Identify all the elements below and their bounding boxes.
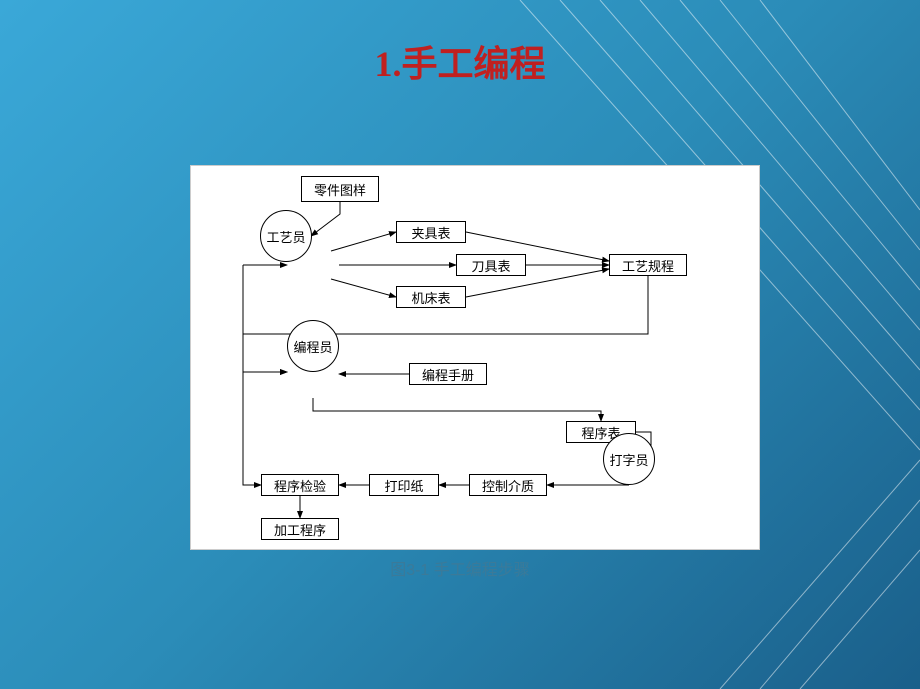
node-machine: 机床表	[396, 286, 466, 308]
title-number: 1.	[374, 44, 401, 84]
node-verify: 程序检验	[261, 474, 339, 496]
title-text: 手工编程	[401, 44, 545, 84]
node-coder: 编程员	[287, 320, 339, 372]
flowchart-container: 零件图样工艺员夹具表刀具表机床表工艺规程编程员编程手册程序表打字员控制介质打印纸…	[190, 165, 760, 550]
figure-caption: 图3-1 手工编程步骤	[0, 556, 920, 580]
node-typist: 打字员	[603, 433, 655, 485]
page-title: 1.手工编程	[0, 0, 920, 87]
node-tool: 刀具表	[456, 254, 526, 276]
flowchart-nodes: 零件图样工艺员夹具表刀具表机床表工艺规程编程员编程手册程序表打字员控制介质打印纸…	[191, 166, 759, 549]
node-procspec: 工艺规程	[609, 254, 687, 276]
node-paper: 打印纸	[369, 474, 439, 496]
node-fixture: 夹具表	[396, 221, 466, 243]
node-output: 加工程序	[261, 518, 339, 540]
node-tech: 工艺员	[260, 210, 312, 262]
node-part: 零件图样	[301, 176, 379, 202]
node-media: 控制介质	[469, 474, 547, 496]
node-manual: 编程手册	[409, 363, 487, 385]
